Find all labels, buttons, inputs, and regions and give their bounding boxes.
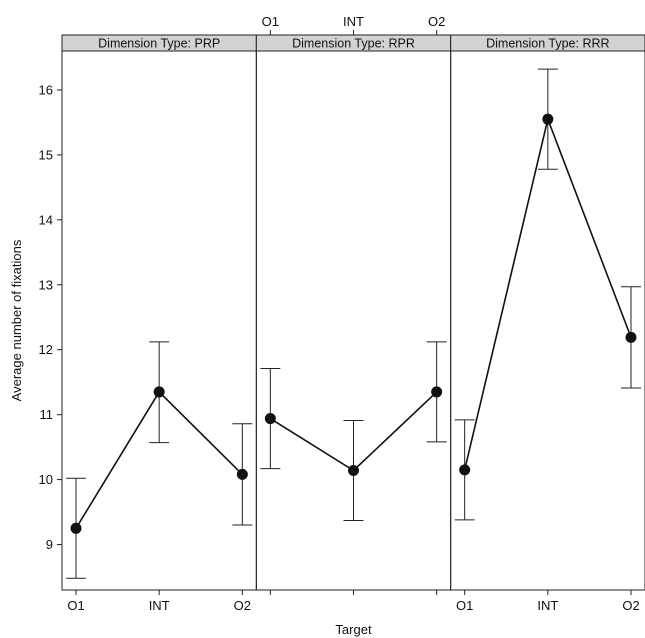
y-tick-label: 9 xyxy=(46,537,53,552)
data-point xyxy=(542,113,554,125)
x-tick-label-top: O1 xyxy=(262,14,279,29)
x-tick-label-bottom: O2 xyxy=(234,598,251,613)
y-tick-label: 15 xyxy=(39,147,53,162)
y-tick-label: 14 xyxy=(39,212,53,227)
data-point xyxy=(264,413,276,425)
x-tick-label-bottom: INT xyxy=(149,598,170,613)
panel-frame-1 xyxy=(61,50,257,591)
y-tick-label: 12 xyxy=(39,342,53,357)
x-tick-label-top: O2 xyxy=(428,14,445,29)
data-point xyxy=(348,465,359,477)
panel-strip-label: Dimension Type: RRR xyxy=(486,37,609,51)
series-line-3 xyxy=(463,116,632,471)
data-point xyxy=(625,331,637,343)
x-tick-label-top: INT xyxy=(343,14,364,29)
x-tick-label-bottom: O1 xyxy=(456,598,473,613)
data-point xyxy=(431,386,443,398)
x-tick-label-bottom: INT xyxy=(537,598,558,613)
data-point xyxy=(459,464,471,476)
y-tick-label: 16 xyxy=(39,82,53,97)
x-tick-label-bottom: O1 xyxy=(67,598,84,613)
data-point xyxy=(70,522,82,534)
x-tick-label-bottom: O2 xyxy=(622,598,639,613)
x-axis-title: Target xyxy=(335,622,372,637)
y-tick-label: 11 xyxy=(40,407,54,422)
y-axis-title: Average number of fixations xyxy=(9,239,24,401)
data-point xyxy=(236,468,248,480)
y-tick-label: 10 xyxy=(39,472,53,487)
panel-strip-label: Dimension Type: PRP xyxy=(98,37,220,51)
data-point xyxy=(153,386,165,398)
panel-strip-label: Dimension Type: RPR xyxy=(292,37,415,51)
y-tick-label: 13 xyxy=(39,277,53,292)
